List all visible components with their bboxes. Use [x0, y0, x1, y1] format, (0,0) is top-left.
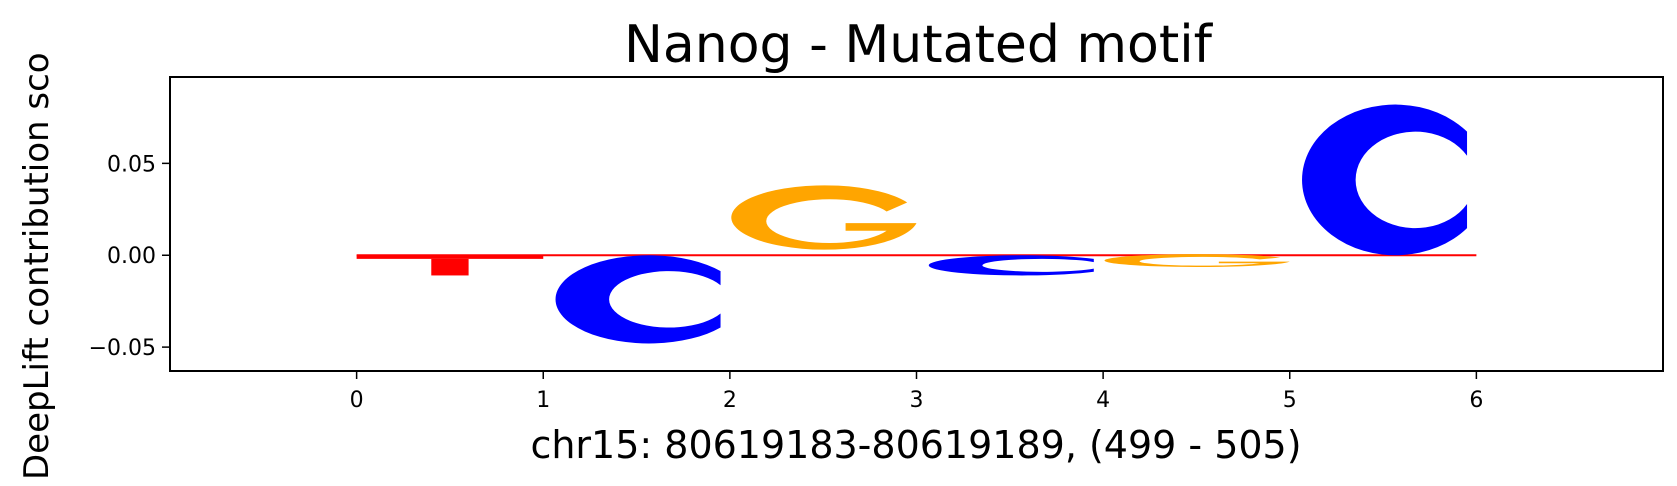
x-tick-label: 3 — [910, 388, 924, 413]
logo-letter-C-pos-5 — [1302, 104, 1468, 256]
y-tick-label: 0.00 — [107, 244, 156, 269]
y-tick-label: −0.05 — [89, 336, 156, 361]
y-axis-label: DeepLift contribution sco — [17, 52, 57, 480]
x-tick-label: 4 — [1096, 388, 1110, 413]
chart-title: Nanog - Mutated motif — [624, 15, 1214, 75]
logo-letter-G-pos-4 — [1104, 254, 1290, 267]
tick-layer: 0 1 2 3 4 5 6 0.05 0.00 −0.05 — [89, 152, 1484, 413]
x-tick-label: 5 — [1283, 388, 1297, 413]
x-tick-label: 6 — [1469, 388, 1483, 413]
logo-layer — [356, 104, 1477, 344]
x-axis-label: chr15: 80619183-80619189, (499 - 505) — [530, 423, 1301, 467]
logo-letter-G-pos-2 — [731, 185, 917, 250]
logo-letter-C-pos-3 — [928, 255, 1094, 276]
logo-letter-T-pos-0 — [356, 255, 544, 276]
logo-letter-C-pos-1 — [555, 255, 721, 344]
x-tick-label: 1 — [536, 388, 550, 413]
x-tick-label: 0 — [350, 388, 364, 413]
x-tick-label: 2 — [723, 388, 737, 413]
y-tick-label: 0.05 — [107, 152, 156, 177]
